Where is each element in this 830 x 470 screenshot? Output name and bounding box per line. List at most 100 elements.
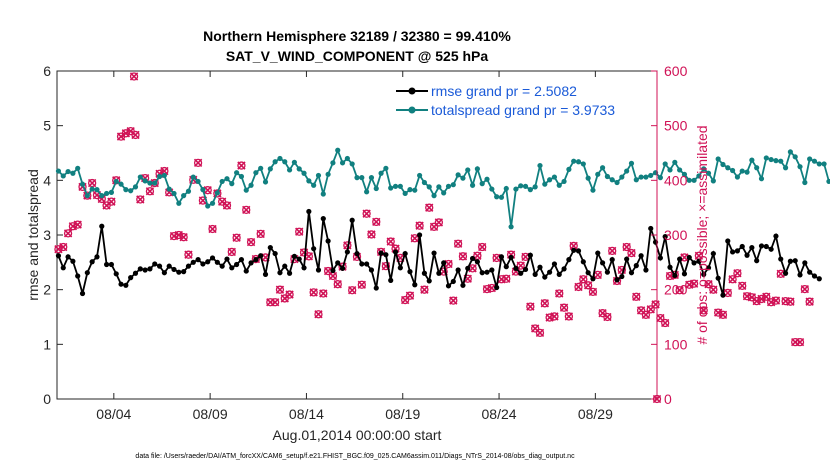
- totalspread-point: [234, 170, 240, 176]
- totalspread-point: [469, 182, 476, 188]
- obs-possible-marker: [559, 303, 569, 312]
- totalspread-point: [103, 190, 110, 197]
- rmse-point: [315, 267, 322, 273]
- obs-possible-marker: [362, 209, 371, 218]
- totalspread-point: [677, 167, 683, 173]
- obs-possible-marker: [434, 218, 444, 227]
- obs-possible-marker: [319, 289, 328, 298]
- rmse-point: [643, 267, 649, 273]
- obs-assimilated-marker: [713, 308, 723, 317]
- rmse-point: [70, 258, 76, 264]
- obs-assimilated-marker: [68, 222, 78, 231]
- rmse-point: [667, 264, 673, 270]
- totalspread-point: [542, 181, 548, 187]
- obs-assimilated-marker: [348, 286, 357, 295]
- obs-possible-marker: [800, 284, 809, 294]
- obs-possible-marker: [232, 233, 241, 242]
- y2-axis-label: # of obs: o=possible; ×=assimilated: [694, 125, 710, 344]
- totalspread-point: [99, 193, 105, 199]
- totalspread-point: [773, 158, 779, 164]
- rmse-point: [243, 268, 249, 274]
- obs-assimilated-marker: [795, 337, 805, 347]
- y2-tick-label: 500: [664, 118, 688, 134]
- rmse-point: [238, 257, 245, 263]
- obs-assimilated-marker: [694, 251, 704, 260]
- rmse-point: [715, 275, 721, 281]
- totalspread-point: [243, 187, 249, 193]
- obs-assimilated-marker: [174, 230, 183, 240]
- rmse-point: [368, 267, 375, 273]
- rmse-series: [55, 208, 822, 298]
- obs-possible-marker: [574, 282, 583, 292]
- y-tick-label: 5: [43, 118, 51, 134]
- totalspread-point: [633, 177, 639, 183]
- totalspread-point: [200, 187, 206, 193]
- obs-assimilated-marker: [367, 230, 376, 239]
- totalspread-point: [628, 160, 635, 166]
- rmse-point: [219, 263, 225, 269]
- totalspread-point: [590, 187, 596, 193]
- obs-assimilated-marker: [222, 201, 232, 210]
- obs-assimilated-marker: [285, 290, 294, 299]
- obs-possible-marker: [425, 203, 434, 212]
- obs-assimilated-marker: [193, 158, 203, 168]
- totalspread-point: [498, 194, 505, 200]
- obs-possible-marker: [420, 285, 429, 294]
- totalspread-point: [455, 172, 461, 178]
- y-axis-right: 0 100 200 300 400 500 600: [651, 63, 688, 407]
- rmse-point: [604, 269, 611, 275]
- rmse-point: [494, 284, 500, 291]
- totalspread-point: [262, 179, 269, 185]
- obs-possible-marker: [627, 248, 636, 258]
- rmse-point: [89, 259, 95, 265]
- obs-possible-marker: [449, 296, 458, 305]
- obs-possible-marker: [603, 312, 612, 322]
- rmse-point: [811, 273, 818, 279]
- x-tick-label: 08/14: [289, 406, 324, 422]
- rmse-point: [696, 258, 702, 264]
- obs-assimilated-marker: [275, 285, 285, 294]
- totalspread-point: [474, 166, 480, 172]
- totalspread-point: [580, 161, 586, 167]
- obs-possible-marker: [208, 224, 217, 234]
- rmse-point: [224, 256, 230, 262]
- rmse-point: [498, 254, 505, 260]
- obs-assimilated-marker: [405, 291, 415, 300]
- legend-rmse-marker: [408, 87, 416, 95]
- obs-assimilated-marker: [738, 281, 747, 291]
- rmse-point: [744, 252, 750, 258]
- y2-tick-label: 600: [664, 63, 688, 79]
- rmse-point: [397, 265, 403, 271]
- obs-assimilated-marker: [718, 310, 728, 319]
- obs-possible-marker: [222, 201, 232, 210]
- rmse-point: [474, 259, 480, 265]
- obs-assimilated-marker: [550, 312, 559, 321]
- rmse-point: [701, 271, 707, 277]
- totalspread-point: [768, 156, 774, 163]
- totalspread-point: [614, 179, 620, 186]
- obs-possible-marker: [314, 310, 323, 319]
- rmse-point: [195, 257, 201, 263]
- obs-possible-marker: [564, 312, 574, 321]
- x-tick-label: 08/04: [96, 406, 131, 422]
- totalspread-point: [522, 183, 529, 189]
- rmse-point: [65, 254, 71, 260]
- obs-possible-marker: [728, 275, 737, 284]
- totalspread-point: [267, 166, 273, 172]
- totalspread-point: [373, 185, 379, 192]
- rmse-point: [628, 270, 635, 276]
- obs-assimilated-marker: [425, 203, 434, 212]
- totalspread-point: [518, 183, 524, 189]
- obs-assimilated-marker: [87, 178, 97, 188]
- obs-assimilated-marker: [386, 237, 395, 246]
- rmse-point: [205, 259, 211, 265]
- totalspread-point: [113, 178, 119, 185]
- totalspread-point: [426, 184, 432, 190]
- rmse-point: [185, 263, 192, 269]
- y2-tick-label: 300: [664, 227, 688, 243]
- totalspread-point: [397, 183, 403, 189]
- obs-assimilated-marker: [733, 269, 742, 278]
- totalspread-point: [782, 165, 789, 171]
- totalspread-point: [787, 149, 793, 155]
- totalspread-point: [571, 158, 577, 164]
